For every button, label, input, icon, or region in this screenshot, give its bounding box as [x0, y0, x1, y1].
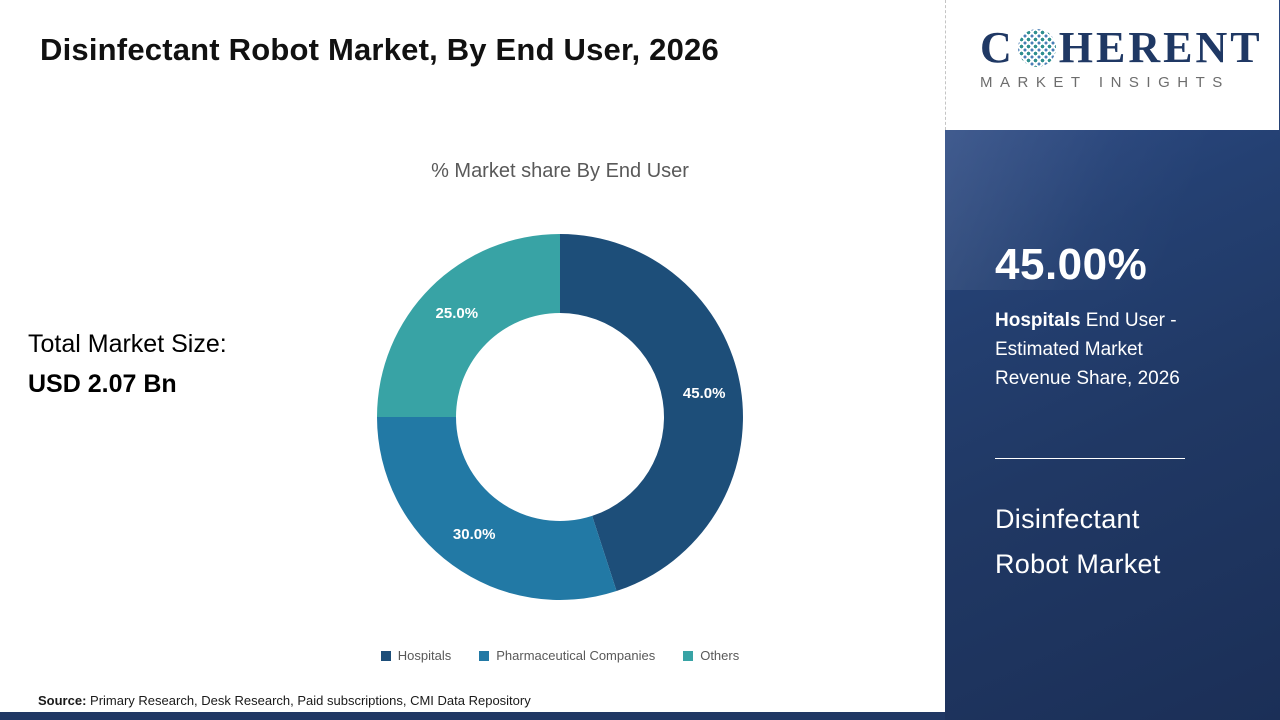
stat-desc-rest: End User - Estimated Market Revenue Shar… [995, 310, 1180, 389]
legend-label: Pharmaceutical Companies [496, 648, 656, 663]
logo-subtitle: MARKET INSIGHTS [980, 74, 1230, 91]
source-text: Primary Research, Desk Research, Paid su… [86, 693, 531, 708]
donut-slice-label: 30.0% [453, 526, 496, 543]
globe-icon [1017, 29, 1056, 67]
brand-logo: C HERENT MARKET INSIGHTS [945, 0, 1279, 130]
legend-item: Pharmaceutical Companies [479, 648, 655, 663]
legend-swatch [380, 650, 391, 661]
report-market-name: Disinfectant Robot Market [995, 497, 1161, 587]
total-market-size-block: Total Market Size: USD 2.07 Bn [28, 324, 227, 404]
legend-swatch [683, 650, 694, 661]
highlight-stat-value: 45.00% [995, 240, 1148, 289]
source-line: Source: Primary Research, Desk Research,… [38, 693, 531, 708]
page-title: Disinfectant Robot Market, By End User, … [40, 32, 719, 67]
legend-item: Others [683, 648, 739, 663]
stat-desc-bold: Hospitals [995, 310, 1081, 331]
donut-slice-hospitals [560, 234, 743, 592]
report-market-name-line1: Disinfectant [995, 504, 1140, 534]
donut-slice-label: 25.0% [436, 305, 479, 322]
chart-subtitle: % Market share By End User [431, 160, 689, 182]
donut-slice-others [377, 234, 560, 417]
donut-chart: 45.0% 30.0% 25.0% [377, 234, 743, 600]
sidebar-divider [995, 458, 1185, 459]
legend-label: Hospitals [397, 648, 452, 663]
logo-wordmark: C HERENT [980, 26, 1279, 70]
sidebar: C HERENT MARKET INSIGHTS 45.00% Hospital… [945, 0, 1280, 720]
total-market-size-label: Total Market Size: [28, 330, 227, 358]
legend-label: Others [700, 648, 740, 663]
chart-legend: Hospitals Pharmaceutical Companies Others [175, 648, 945, 663]
donut-slice-pharmaceutical-companies [377, 417, 617, 600]
total-market-size-value: USD 2.07 Bn [28, 370, 177, 398]
donut-slice-label: 45.0% [683, 385, 726, 402]
highlight-stat-description: Hospitals End User - Estimated Market Re… [995, 306, 1210, 393]
logo-letter-c: C [980, 23, 1015, 72]
source-label: Source: [38, 693, 87, 708]
legend-swatch [479, 650, 490, 661]
report-market-name-line2: Robot Market [995, 549, 1161, 579]
logo-letters-rest: HERENT [1058, 23, 1263, 72]
legend-item: Hospitals [380, 648, 452, 663]
bottom-accent-bar [0, 712, 1280, 720]
